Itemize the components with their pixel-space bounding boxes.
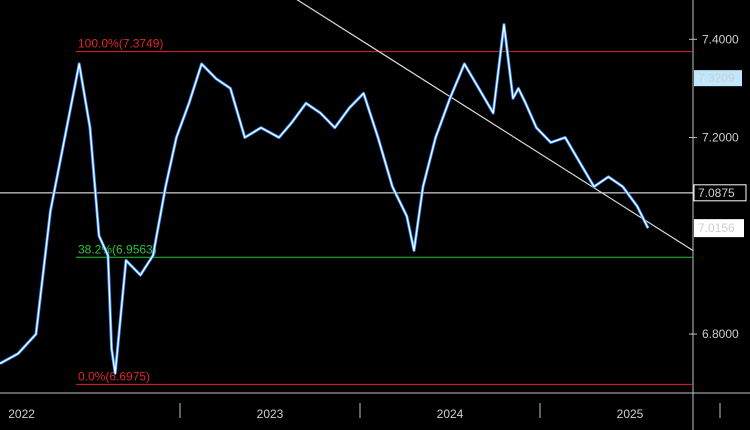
value-tag-box (693, 184, 747, 202)
value-tag-box (694, 70, 742, 87)
x-tick-label: 2024 (437, 407, 464, 421)
value-tag-text: 7.0875 (698, 186, 735, 200)
y-tick-label: 7.2000 (702, 131, 739, 145)
fibonacci-levels: 100.0%(7.3749) 38.2%(6.9563) 0.0%(6.6975… (76, 37, 693, 385)
x-axis-ticks: 2022 2023 2024 2025 (8, 403, 721, 421)
x-tick-label: 2022 (8, 407, 35, 421)
fib-level-0-label: 0.0%(6.6975) (78, 369, 150, 383)
y-axis-ticks: 7.4000 7.2000 6.8000 (689, 32, 739, 341)
fib-level-100-label: 100.0%(7.3749) (78, 37, 163, 51)
x-tick-label: 2025 (617, 407, 644, 421)
y-tick-label: 7.4000 (702, 32, 739, 46)
y-tick-label: 6.8000 (702, 327, 739, 341)
x-tick-label: 2023 (257, 407, 284, 421)
fib-level-38-label: 38.2%(6.9563) (78, 242, 157, 256)
value-tag-box (694, 219, 744, 238)
price-line (0, 23, 649, 375)
trendline (296, 0, 694, 252)
axis-value-labels: 7.0875 7.3209 7.0156 (693, 70, 747, 238)
price-value-tag-upper: 7.3209 (694, 70, 742, 87)
value-tag-text: 7.3209 (698, 71, 735, 85)
price-value-tag-last: 7.0156 (694, 219, 744, 238)
horizontal-line-value-tag: 7.0875 (693, 184, 747, 202)
value-tag-text: 7.0156 (698, 221, 735, 235)
